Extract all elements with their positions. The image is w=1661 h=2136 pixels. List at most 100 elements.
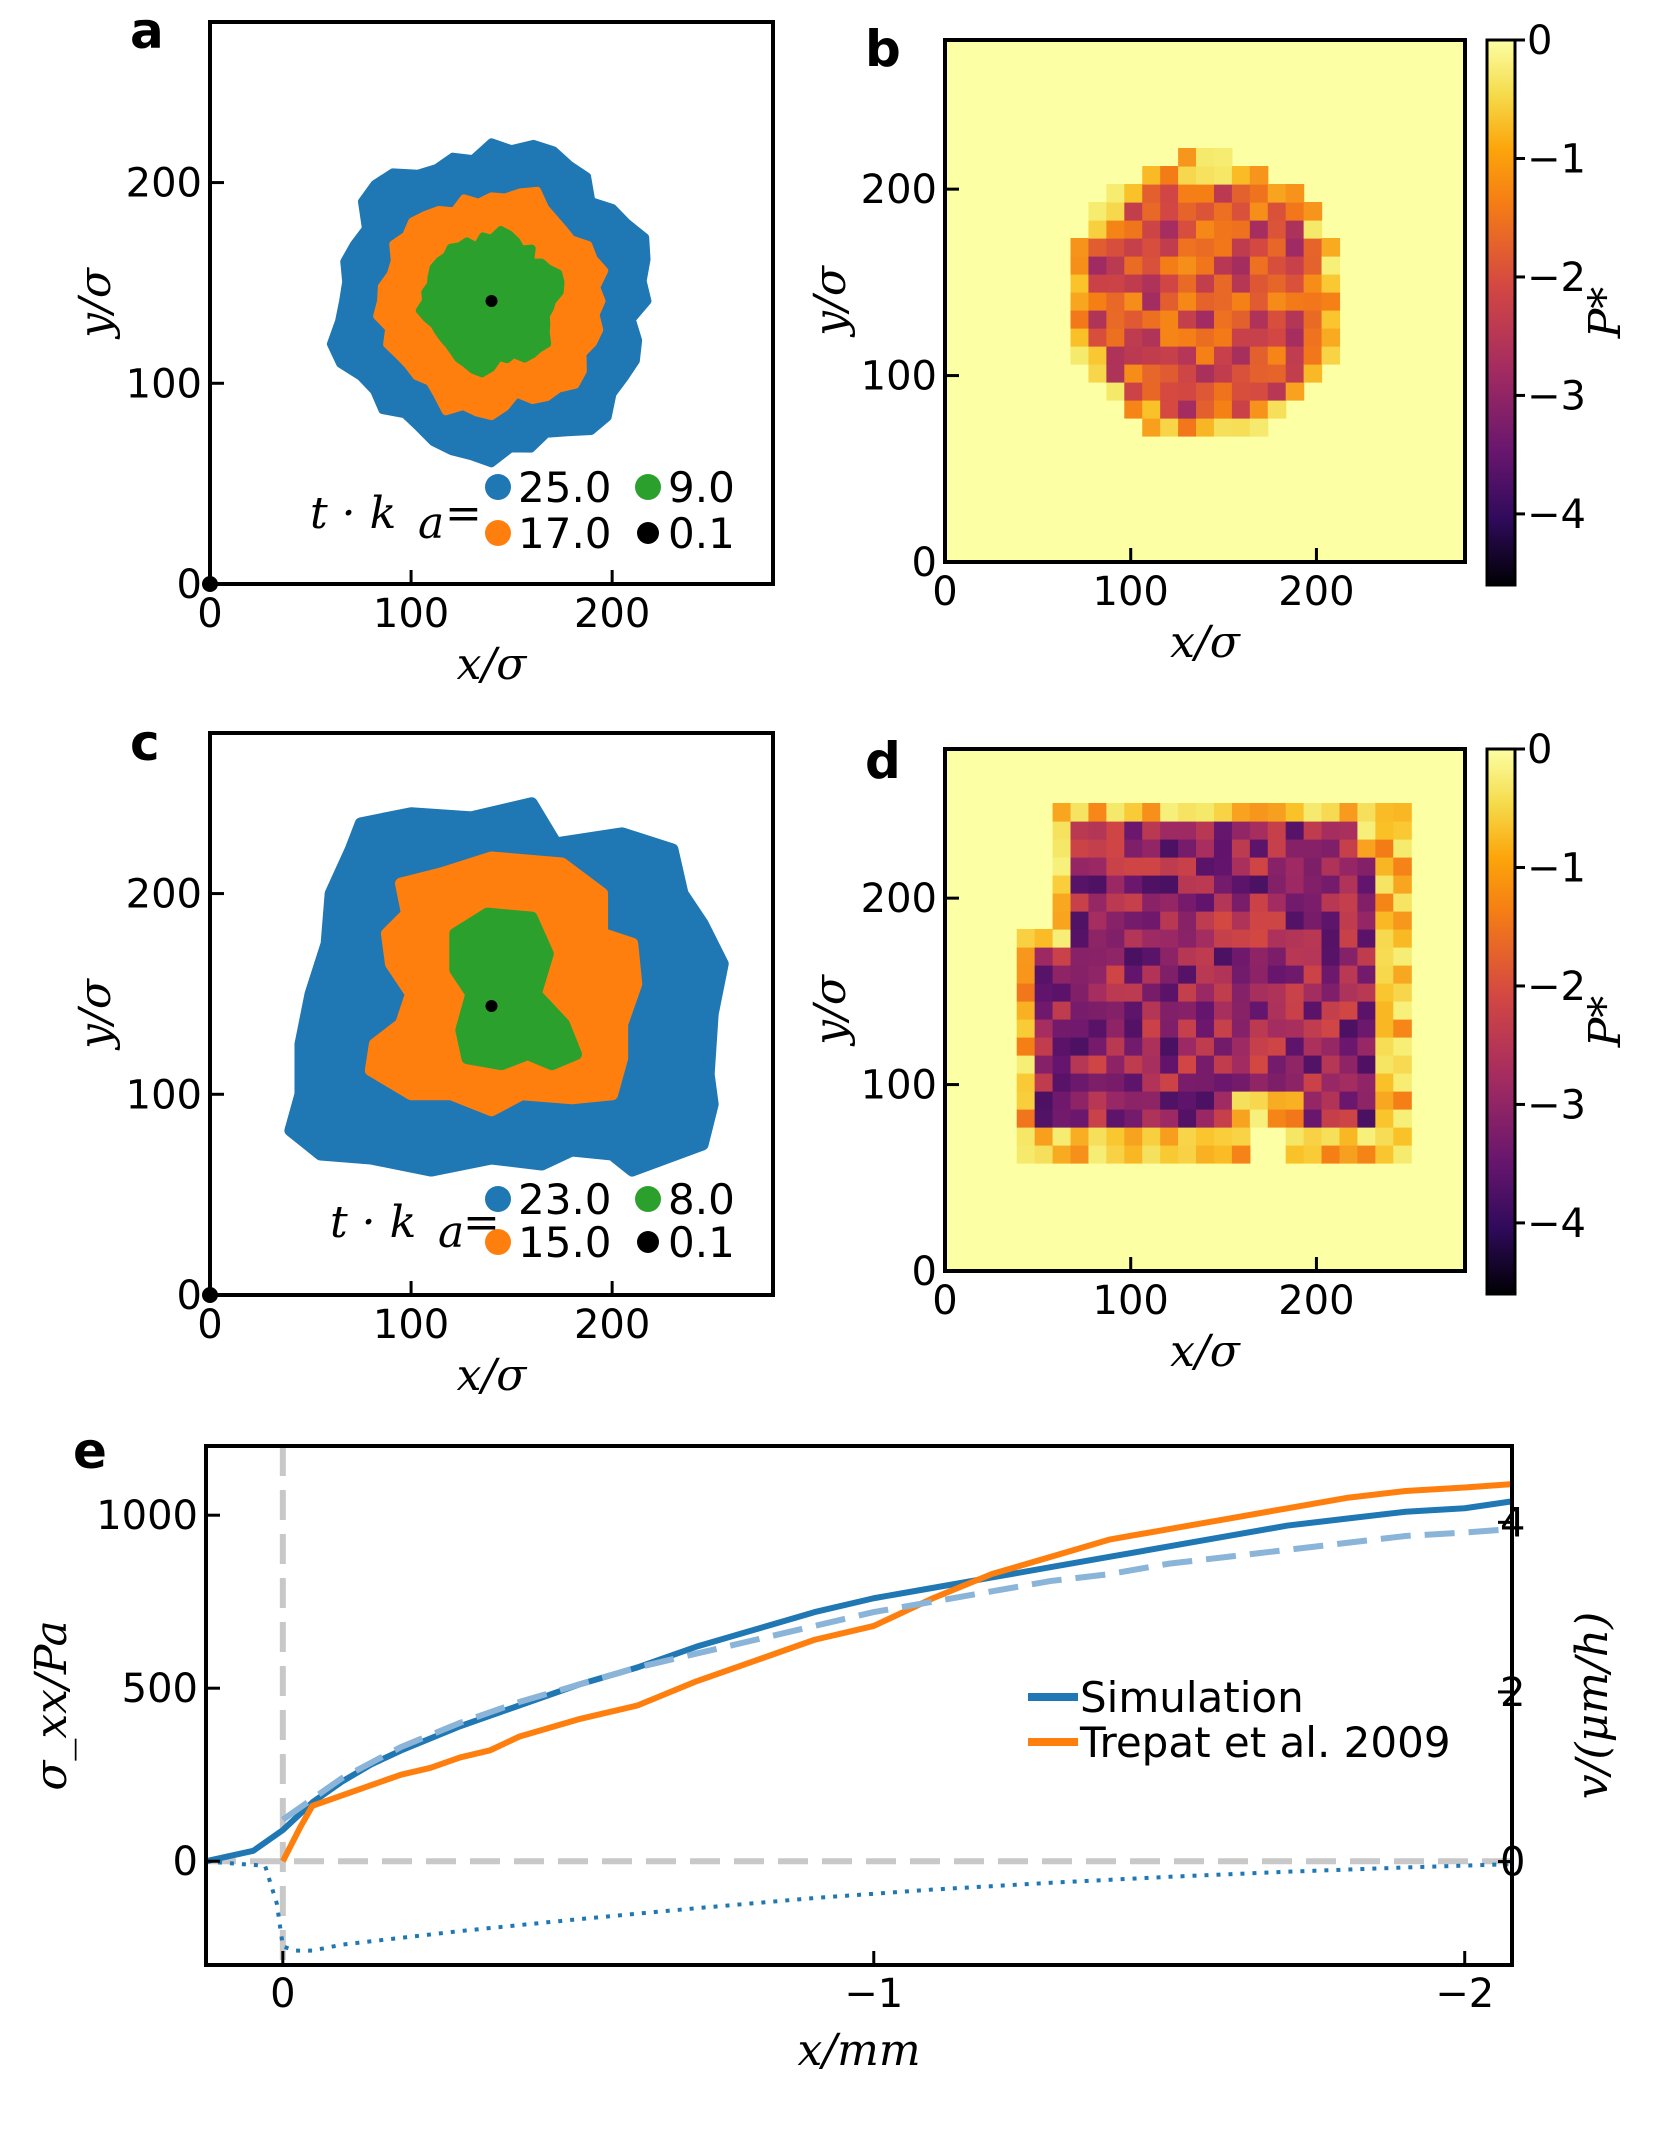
panel-e: 0 −1 −2 0 500 1000 0 2 4 x/mm σ_xx/Pa v/(μm/h) Simul… <box>26 1422 1618 2076</box>
heatmap-cell <box>1375 1073 1394 1092</box>
heatmap-cell <box>1213 328 1233 347</box>
axes-frame <box>204 1444 1514 1967</box>
heatmap-cell <box>1249 400 1269 419</box>
heatmap-cell <box>1016 1001 1036 1020</box>
heatmap-cell <box>1106 1091 1125 1110</box>
heatmap-cell <box>1016 1145 1036 1164</box>
heatmap-cell <box>1070 803 1090 822</box>
heatmap-cell <box>1303 911 1323 930</box>
heatmap-cell <box>1124 857 1143 876</box>
heatmap-cell <box>1178 821 1197 840</box>
heatmap-cell <box>1249 911 1269 930</box>
y-tick-label: 0 <box>177 562 202 608</box>
x-tick-label: 100 <box>373 591 449 637</box>
heatmap-cell <box>1106 292 1125 311</box>
heatmap-cell <box>1285 929 1305 948</box>
heatmap-cell <box>1303 1091 1323 1110</box>
colorbar-tick-label: −1 <box>1527 136 1586 182</box>
heatmap-cell <box>1178 857 1197 876</box>
heatmap-cell <box>1249 875 1269 894</box>
heatmap-cell <box>1142 310 1161 329</box>
heatmap-cell <box>1142 1019 1161 1038</box>
heatmap-cell <box>1160 983 1179 1002</box>
heatmap-cell <box>1213 821 1233 840</box>
heatmap-cell <box>1303 238 1323 257</box>
heatmap-cell <box>1231 346 1251 365</box>
heatmap-cell <box>1124 1145 1143 1164</box>
heatmap-cell <box>1160 184 1179 203</box>
y-tick-label: 0 <box>173 1839 198 1885</box>
heatmap-cell <box>1375 1019 1394 1038</box>
heatmap-cell <box>1160 1001 1179 1020</box>
x-axis-label: x/σ <box>457 639 529 690</box>
heatmap-cell <box>1249 166 1269 185</box>
heatmap-cell <box>1106 328 1125 347</box>
heatmap-cell <box>1375 803 1394 822</box>
heatmap-cell <box>1339 1091 1359 1110</box>
heatmap-cell <box>1393 1073 1412 1092</box>
heatmap-cell <box>1034 1091 1054 1110</box>
series-line-velocity <box>206 1859 1512 1953</box>
heatmap-cell <box>1267 310 1287 329</box>
heatmap-cell <box>1196 965 1215 984</box>
heatmap-cell <box>1375 1109 1394 1128</box>
heatmap-cell <box>1303 893 1323 912</box>
heatmap-cell <box>1142 1037 1161 1056</box>
heatmap-cell <box>1052 875 1072 894</box>
heatmap-cell <box>1196 1127 1215 1146</box>
heatmap-cell <box>1106 1145 1125 1164</box>
x-tick-label: 0 <box>932 569 957 615</box>
heatmap-cell <box>1267 983 1287 1002</box>
heatmap-cell <box>1393 1091 1412 1110</box>
heatmap-cell <box>1231 310 1251 329</box>
heatmap-cell <box>1339 1019 1359 1038</box>
heatmap-cell <box>1196 1145 1215 1164</box>
heatmap-cell <box>1178 346 1197 365</box>
heatmap-cell <box>1231 364 1251 383</box>
heatmap-cell <box>1142 202 1161 221</box>
heatmap-cell <box>1160 292 1179 311</box>
heatmap-cell <box>1124 1037 1143 1056</box>
heatmap-cell <box>1070 1145 1090 1164</box>
heatmap-cell <box>1231 274 1251 293</box>
heatmap-cell <box>1160 202 1179 221</box>
heatmap-cell <box>1124 821 1143 840</box>
heatmap-cell <box>1357 803 1376 822</box>
heatmap-cell <box>1196 1037 1215 1056</box>
heatmap-cell <box>1213 983 1233 1002</box>
heatmap-cell <box>1375 875 1394 894</box>
x-tick-label: 0 <box>270 1971 295 2017</box>
legend-title-subscript: a <box>438 1207 464 1258</box>
heatmap-cell <box>1142 857 1161 876</box>
heatmap-cell <box>1160 947 1179 966</box>
heatmap-cell <box>1070 983 1090 1002</box>
heatmap-cell <box>1267 857 1287 876</box>
legend-label-0.1: 0.1 <box>668 509 735 558</box>
heatmap-cell <box>1178 292 1197 311</box>
heatmap-cell <box>1106 238 1125 257</box>
axes-frame <box>943 38 1467 564</box>
heatmap-cell <box>1231 803 1251 822</box>
heatmap-cell <box>1285 893 1305 912</box>
colorbar-tick-label: −1 <box>1527 845 1586 891</box>
heatmap-cell <box>1196 1055 1215 1074</box>
heatmap-cell <box>1303 1145 1323 1164</box>
heatmap-cell <box>1052 1091 1072 1110</box>
heatmap-cell <box>1142 1091 1161 1110</box>
heatmap-cell <box>1231 328 1251 347</box>
heatmap-cell <box>1124 947 1143 966</box>
y-tick-label: 200 <box>861 876 937 922</box>
heatmap-cell <box>1142 875 1161 894</box>
heatmap-cell <box>1088 1145 1107 1164</box>
heatmap-cell <box>1178 1091 1197 1110</box>
heatmap-cell <box>1016 1073 1036 1092</box>
heatmap-cell <box>1196 238 1215 257</box>
heatmap-cell <box>1357 1055 1376 1074</box>
heatmap-cell <box>1142 418 1161 437</box>
heatmap-cell <box>1160 220 1179 239</box>
heatmap-cell <box>1321 875 1341 894</box>
colorbar-tick-label: −2 <box>1527 964 1586 1010</box>
heatmap-cell <box>1070 238 1090 257</box>
legend-label-25.0: 25.0 <box>518 463 612 512</box>
